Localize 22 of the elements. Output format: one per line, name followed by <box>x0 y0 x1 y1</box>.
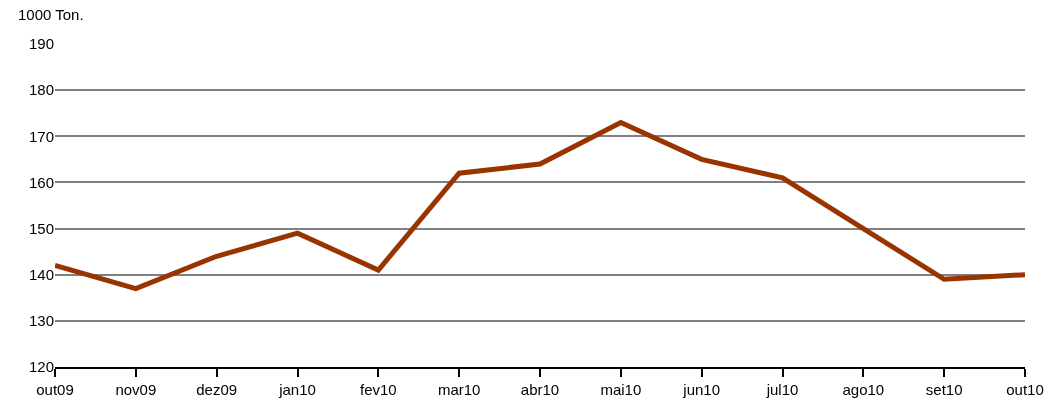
x-tick-label: fev10 <box>359 381 397 398</box>
x-tick-label: out10 <box>1006 381 1044 398</box>
y-tick-label: 140 <box>28 265 54 283</box>
y-tick-label: 190 <box>28 35 54 53</box>
x-tick-label: jun10 <box>682 381 721 398</box>
y-tick-label: 130 <box>28 312 54 330</box>
x-tick-label: nov09 <box>115 381 157 398</box>
x-tick-label: mar10 <box>437 381 481 398</box>
x-tick-label: ago10 <box>842 381 885 398</box>
x-tick-label: dez09 <box>196 381 238 398</box>
x-tick-label: mai10 <box>600 381 642 398</box>
y-tick-label: 160 <box>28 173 54 191</box>
x-tick-label: jul10 <box>765 381 799 398</box>
x-tick-label: jan10 <box>278 381 316 398</box>
y-axis-title: 1000 Ton. <box>18 6 84 23</box>
y-tick-label: 150 <box>28 219 54 237</box>
y-tick-label: 180 <box>28 81 54 99</box>
x-tick-label: abr10 <box>520 381 560 398</box>
x-tick-label: set10 <box>925 381 963 398</box>
x-tick-label: out09 <box>36 381 74 398</box>
y-tick-label: 170 <box>28 127 54 145</box>
y-tick-label: 120 <box>28 358 54 376</box>
